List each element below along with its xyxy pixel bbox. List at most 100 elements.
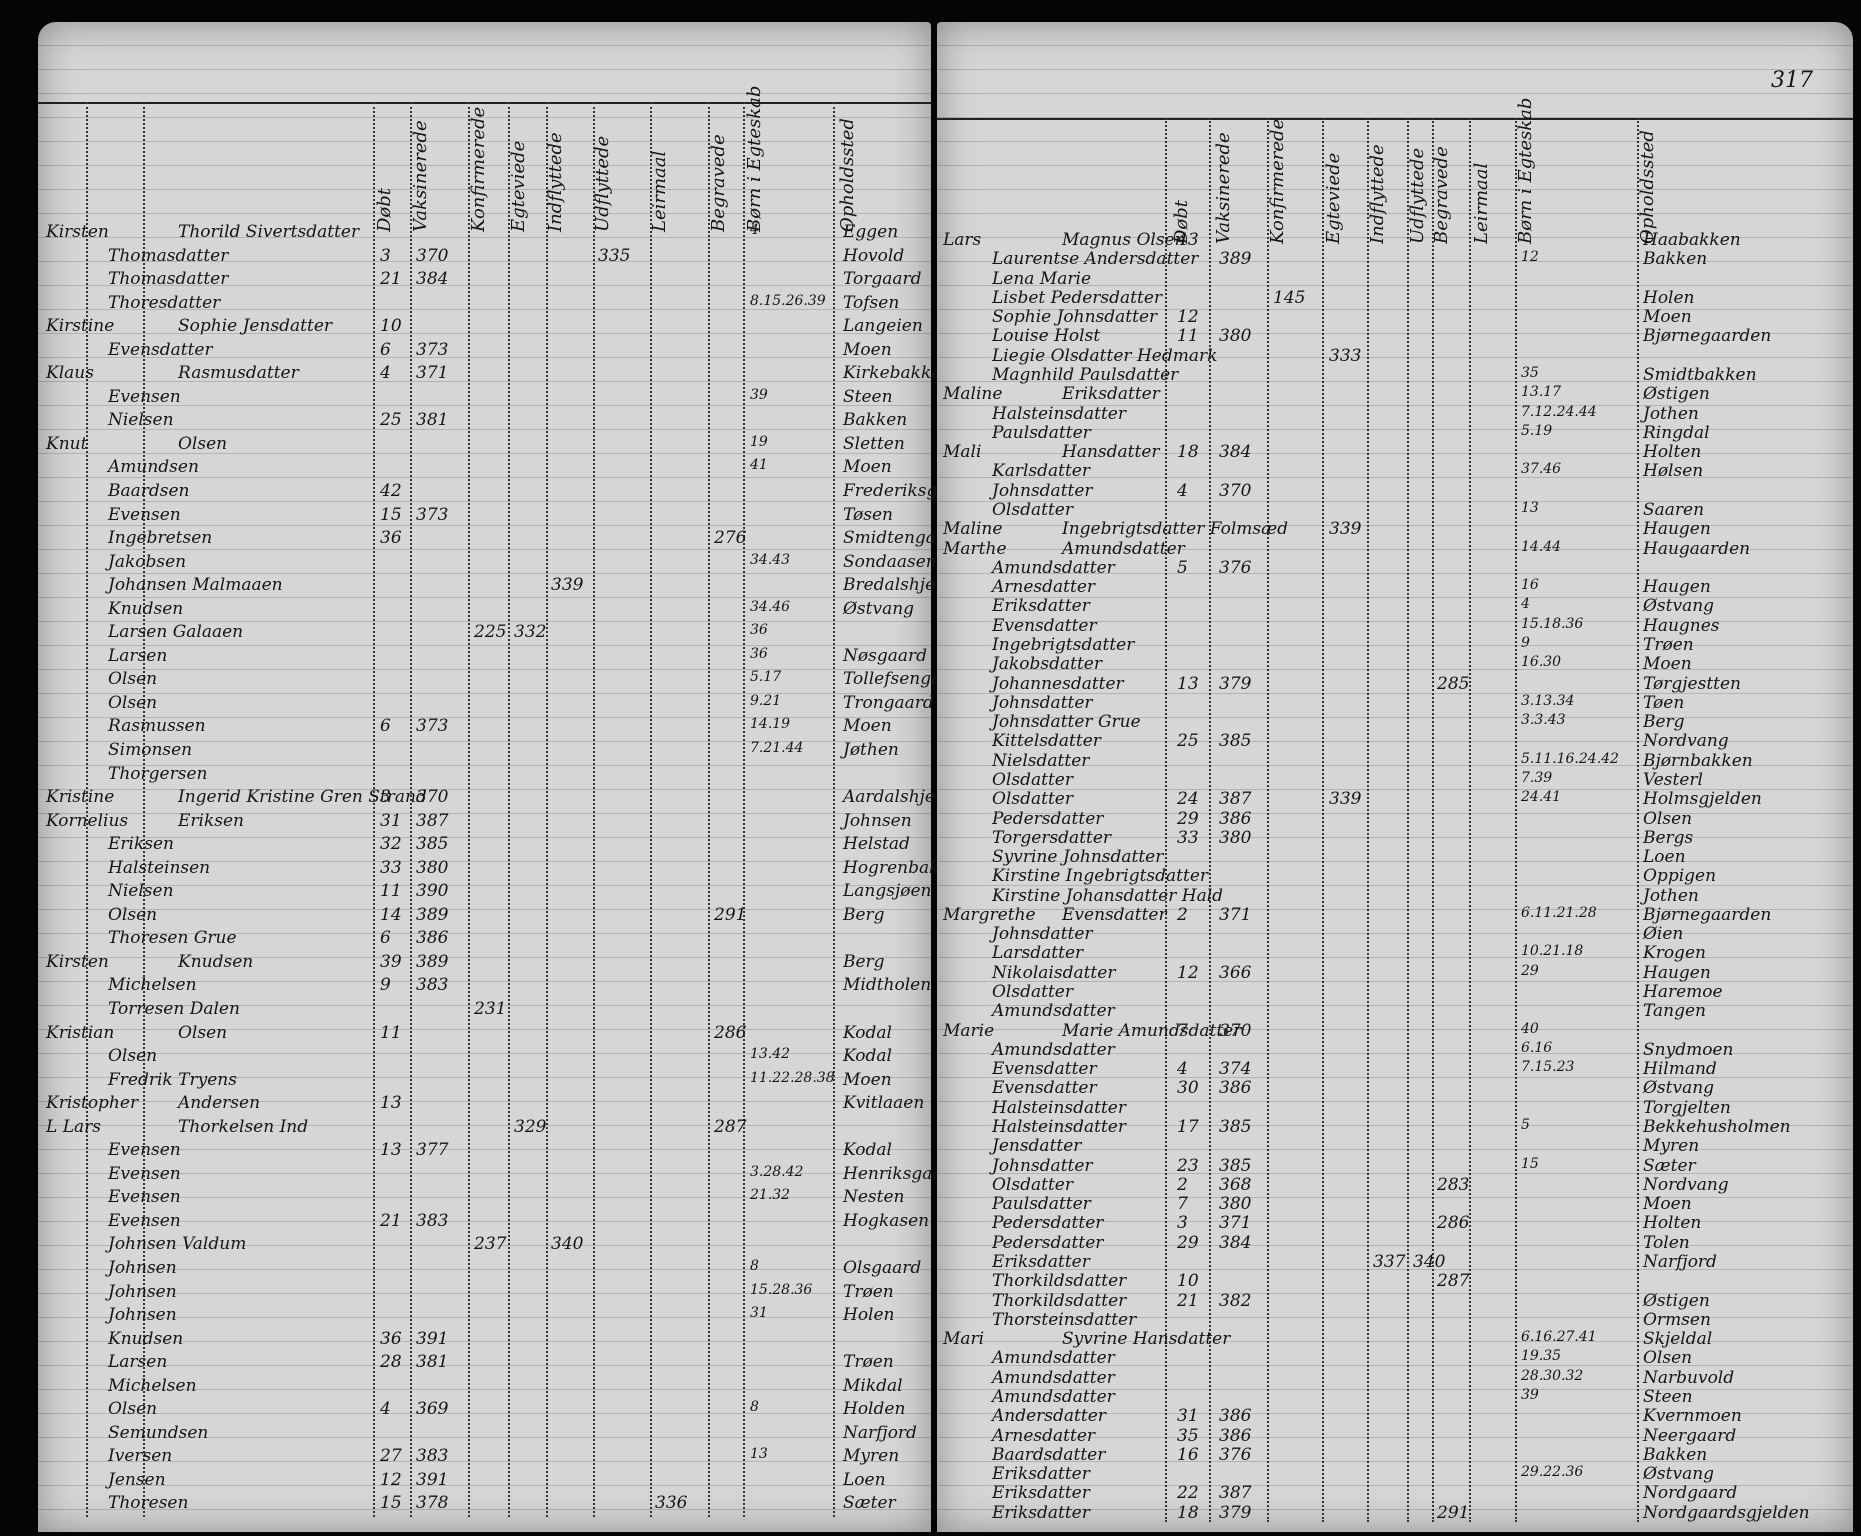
register-number: 16 bbox=[1521, 577, 1539, 594]
residence: Hilmand bbox=[1643, 1059, 1717, 1080]
register-number: 32 bbox=[380, 834, 402, 855]
column-rule bbox=[1407, 118, 1409, 1522]
residence: Østvang bbox=[1643, 1464, 1715, 1485]
register-number: 383 bbox=[416, 975, 449, 996]
register-number: 7.15.23 bbox=[1521, 1059, 1575, 1076]
person-name: Kirstine Ingebrigtsdatter bbox=[992, 866, 1209, 887]
person-name: Larsdatter bbox=[992, 943, 1084, 964]
person-name: Paulsdatter bbox=[992, 1194, 1091, 1215]
register-number: 376 bbox=[1219, 1444, 1252, 1465]
residence: Jothen bbox=[1643, 403, 1699, 424]
residence: Bakken bbox=[1643, 1444, 1708, 1465]
register-number: 11.22.28.38 bbox=[750, 1069, 835, 1086]
register-number: 12 bbox=[1521, 249, 1539, 266]
person-name: Baardsdatter bbox=[992, 1444, 1106, 1465]
residence: Tangen bbox=[1643, 1001, 1706, 1022]
given-name: Kirsten bbox=[46, 951, 109, 972]
person-name: Thomasdatter bbox=[108, 269, 229, 290]
register-number: 4 bbox=[750, 222, 759, 238]
register-number: 7.21.44 bbox=[750, 740, 804, 756]
column-header: Konfirmerede bbox=[1267, 118, 1288, 244]
residence: Kodal bbox=[843, 1022, 892, 1043]
residence: Narfjord bbox=[843, 1422, 917, 1443]
register-number: 36 bbox=[380, 528, 402, 549]
person-name: Knudsen bbox=[108, 598, 184, 619]
register-number: 13 bbox=[1177, 673, 1199, 694]
register-number: 335 bbox=[598, 245, 631, 266]
residence: Berg bbox=[843, 951, 885, 972]
residence: Sæter bbox=[1643, 1155, 1696, 1176]
given-name: Kirsten bbox=[46, 222, 109, 242]
register-number: 380 bbox=[416, 857, 449, 878]
register-number: 15 bbox=[1521, 1155, 1539, 1172]
register-number: 11 bbox=[380, 1022, 402, 1043]
register-number: 18 bbox=[1177, 1502, 1199, 1523]
register-number: 9 bbox=[1521, 634, 1530, 651]
register-number: 368 bbox=[1219, 1174, 1252, 1195]
person-name: Olsen bbox=[108, 1399, 158, 1420]
register-number: 370 bbox=[416, 787, 449, 808]
register-number: 34.43 bbox=[750, 551, 791, 568]
register-number: 40 bbox=[1521, 1020, 1539, 1037]
person-name: Johnsdatter bbox=[992, 1155, 1093, 1176]
person-name: Magnhild Paulsdatter bbox=[992, 364, 1179, 385]
person-name: Liegie Olsdatter Hedmark bbox=[992, 345, 1218, 366]
residence: Trøen bbox=[843, 1352, 894, 1373]
register-number: 7 bbox=[1177, 1020, 1188, 1041]
person-name: Evensen bbox=[108, 1210, 181, 1231]
residence: Trøen bbox=[1643, 634, 1694, 655]
column-header: Vaksinerede bbox=[410, 120, 431, 232]
person-name: Johannesdatter bbox=[992, 673, 1124, 694]
register-number: 11 bbox=[1177, 326, 1199, 347]
register-number: 340 bbox=[1413, 1252, 1446, 1273]
person-name: Karlsdatter bbox=[992, 461, 1090, 482]
given-name: Mari bbox=[943, 1329, 985, 1350]
register-number: 4 bbox=[1177, 1059, 1188, 1080]
residence: Bjørnbakken bbox=[1643, 750, 1753, 771]
register-number: 12 bbox=[380, 1469, 402, 1490]
person-name: Nielsen bbox=[108, 410, 174, 431]
register-number: 29.22.36 bbox=[1521, 1464, 1584, 1481]
column-rule bbox=[1432, 118, 1434, 1522]
register-number: 13.17 bbox=[1521, 384, 1562, 401]
given-name: Lars bbox=[943, 230, 982, 250]
person-name: Evensen bbox=[108, 504, 181, 525]
register-number: 10 bbox=[1177, 1271, 1199, 1292]
residence: Berg bbox=[843, 904, 885, 925]
person-name: Amundsdatter bbox=[992, 557, 1115, 578]
person-name: Eriksdatter bbox=[992, 1483, 1090, 1504]
register-number: 3 bbox=[380, 787, 391, 808]
column-rule bbox=[373, 102, 375, 1517]
register-number: 383 bbox=[416, 1210, 449, 1231]
residence: Holten bbox=[1643, 1213, 1702, 1234]
column-header: Børn i Egteskab bbox=[1515, 97, 1536, 244]
column-header: Udflyttede bbox=[592, 135, 613, 232]
residence: Nordgaardsgjelden bbox=[1643, 1502, 1810, 1523]
person-name: Thorkildsdatter bbox=[992, 1271, 1127, 1292]
person-name: Ingebretsen bbox=[108, 528, 213, 549]
person-name: Olsen bbox=[108, 692, 158, 713]
given-name: Klaus bbox=[46, 363, 94, 384]
register-number: 387 bbox=[1219, 1483, 1252, 1504]
register-number: 6 bbox=[380, 716, 391, 737]
residence: Mikdal bbox=[843, 1375, 903, 1396]
person-name: Laurentse Andersdatter bbox=[992, 249, 1199, 270]
register-number: 35 bbox=[1521, 364, 1539, 381]
residence: Ormsen bbox=[1643, 1309, 1711, 1330]
register-number: 7.39 bbox=[1521, 769, 1553, 786]
person-name: Sophie Jensdatter bbox=[178, 316, 333, 337]
register-number: 6 bbox=[380, 339, 391, 360]
person-name: Evensdatter bbox=[108, 339, 213, 360]
person-name: Olsdatter bbox=[992, 982, 1073, 1003]
person-name: Olsdatter bbox=[992, 789, 1073, 810]
person-name: Torgersdatter bbox=[992, 827, 1112, 848]
person-name: Olsen bbox=[108, 669, 158, 690]
register-number: 42 bbox=[380, 481, 402, 501]
person-name: Thorild Sivertsdatter bbox=[178, 222, 360, 242]
person-name: Eriksen bbox=[108, 834, 175, 855]
register-number: 285 bbox=[1437, 673, 1470, 694]
register-number: 14 bbox=[380, 904, 402, 925]
residence: Haugnes bbox=[1643, 615, 1720, 636]
person-name: Pedersdatter bbox=[992, 1232, 1104, 1253]
residence: Olsen bbox=[1643, 808, 1693, 829]
